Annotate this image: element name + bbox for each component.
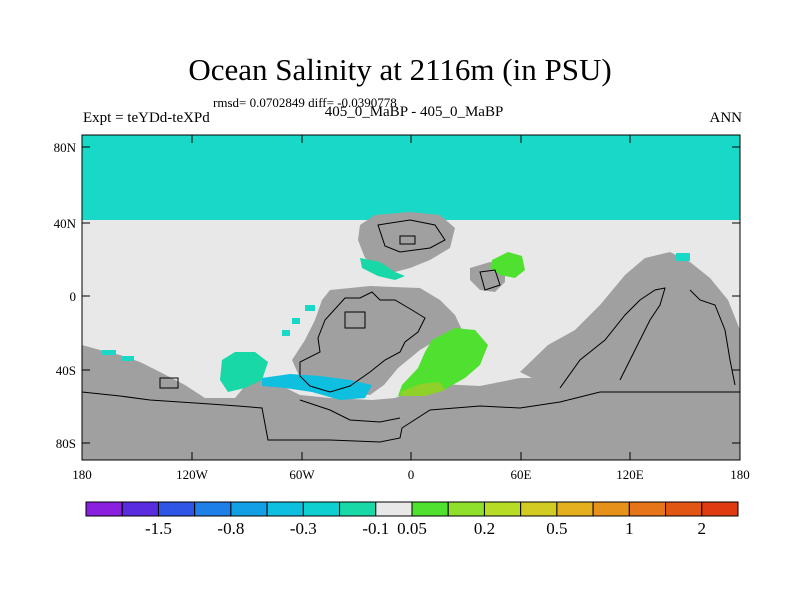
colorbar-label: 1 (625, 519, 634, 538)
period-label: 405_0_MaBP - 405_0_MaBP (324, 104, 504, 120)
colorbar-swatch (339, 501, 377, 517)
coastline-west (159, 377, 179, 389)
colorbar-swatch (302, 501, 341, 517)
y-tick-label: 80S (56, 436, 76, 451)
colorbar-swatch (266, 501, 304, 517)
colorbar-swatch (628, 501, 667, 517)
colorbar-swatch (701, 501, 739, 517)
coastline-central (299, 291, 426, 393)
cyan-patch-west (220, 352, 268, 392)
x-tick-label: 120E (616, 467, 644, 482)
coastline-south (81, 391, 740, 443)
colorbar-swatch (194, 501, 232, 517)
coastline-east2 (689, 289, 736, 386)
axes (81, 135, 741, 460)
y-tick-label: 0 (70, 289, 77, 304)
cyan-northern-fringe (360, 258, 405, 280)
x-tick-label: 180 (72, 467, 92, 482)
coastline-small (479, 269, 501, 291)
colorbar-swatch (520, 501, 558, 517)
colorbar: -1.5 -0.8 -0.3 -0.1 0.05 0.2 0.5 1 2 (85, 501, 739, 538)
northern-island (358, 212, 455, 272)
coastline-east (559, 287, 666, 389)
coastline-central-inner (344, 311, 366, 329)
southern-land (82, 345, 740, 460)
colorbar-swatch (375, 501, 413, 517)
coastline-island-inner (399, 235, 416, 245)
x-tick-label: 0 (408, 467, 415, 482)
coastline-south-inner (299, 399, 401, 423)
y-tick-label: 40N (54, 216, 77, 231)
cyan-fleck-3 (282, 330, 290, 336)
colorbar-swatch (447, 501, 485, 517)
green-patch-east (398, 328, 488, 396)
colorbar-label: -0.1 (362, 519, 389, 538)
cyan-fleck-4 (102, 350, 116, 355)
cyan-fleck-6 (676, 253, 690, 261)
plot-title: Ocean Salinity at 2116m (in PSU) (188, 52, 612, 87)
colorbar-label: 2 (698, 519, 707, 538)
blue-band-south (262, 374, 372, 400)
coastline-outlines (81, 219, 740, 443)
x-tick-labels: 180 120W 60W 0 60E 120E 180 (72, 467, 750, 482)
experiment-label: Expt = teYDd-teXPd (83, 110, 210, 126)
colorbar-swatch (85, 501, 123, 517)
colorbar-swatch (665, 501, 703, 517)
green-patch-north (490, 252, 525, 278)
north-ocean-band (82, 135, 740, 220)
yellowgreen-patch (400, 382, 445, 396)
colorbar-label: 0.2 (474, 519, 495, 538)
x-tick-label: 60E (511, 467, 532, 482)
colorbar-swatch (592, 501, 630, 517)
x-tick-label: 60W (289, 467, 315, 482)
colorbar-swatch (411, 501, 449, 517)
colorbar-label: -0.8 (217, 519, 244, 538)
colorbar-swatch (556, 501, 594, 517)
colorbar-label: 0.5 (546, 519, 567, 538)
colorbar-label: -1.5 (145, 519, 172, 538)
colorbar-swatch (230, 501, 268, 517)
x-tick-label: 120W (176, 467, 209, 482)
y-tick-label: 40S (56, 363, 76, 378)
x-tick-label: 180 (730, 467, 750, 482)
colorbar-label: -0.3 (290, 519, 317, 538)
cyan-fleck-2 (292, 318, 300, 324)
salinity-map (81, 134, 741, 461)
y-tick-label: 80N (54, 140, 77, 155)
colorbar-swatch (157, 501, 196, 517)
coastline-island (377, 219, 446, 253)
eastern-continent (520, 252, 740, 392)
y-tick-labels: 80N 40N 0 40S 80S (54, 140, 77, 451)
colorbar-label: 0.05 (397, 519, 427, 538)
colorbar-swatch (121, 501, 159, 517)
cyan-fleck-5 (122, 356, 134, 361)
season-label: ANN (709, 110, 743, 126)
colorbar-swatch (483, 501, 522, 517)
stats-text: rmsd= 0.0702849 diff= -0.0390778 (213, 95, 397, 110)
central-continent (292, 286, 462, 395)
cyan-fleck-1 (305, 305, 315, 311)
